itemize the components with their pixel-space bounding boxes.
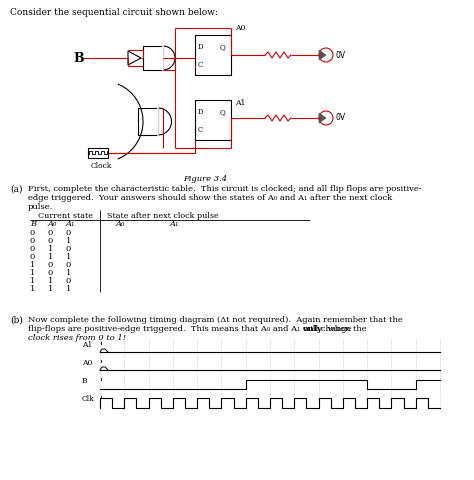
Text: C: C	[198, 61, 203, 69]
Text: State after next clock pulse: State after next clock pulse	[107, 212, 219, 220]
Text: 1: 1	[66, 269, 72, 277]
Text: 0: 0	[48, 237, 53, 245]
Text: pulse.: pulse.	[28, 203, 53, 211]
Text: 1: 1	[30, 285, 36, 293]
Text: Clock: Clock	[91, 162, 112, 170]
Text: A₁: A₁	[66, 220, 75, 228]
Text: 0V: 0V	[336, 113, 346, 122]
Text: 1: 1	[30, 261, 36, 269]
Bar	[88, 148, 108, 158]
Text: Q: Q	[220, 108, 226, 116]
Text: Q: Q	[220, 43, 226, 51]
Text: B: B	[73, 51, 83, 64]
Text: 1: 1	[48, 277, 54, 285]
Text: 0: 0	[66, 261, 71, 269]
Text: flip-flops are positive-edge triggered.  This means that A₀ and A₁ will change: flip-flops are positive-edge triggered. …	[28, 325, 354, 333]
Text: Consider the sequential circuit shown below:: Consider the sequential circuit shown be…	[10, 8, 218, 17]
Text: only: only	[303, 325, 323, 333]
Text: 0: 0	[30, 229, 35, 237]
Text: D: D	[198, 108, 203, 116]
Text: 1: 1	[66, 237, 72, 245]
Text: A1: A1	[82, 341, 92, 349]
Text: 0: 0	[48, 269, 53, 277]
Text: C: C	[198, 126, 203, 134]
Text: 0: 0	[48, 261, 53, 269]
Polygon shape	[319, 50, 326, 60]
Text: 0: 0	[66, 229, 71, 237]
Text: when the: when the	[325, 325, 366, 333]
Text: 0: 0	[30, 237, 35, 245]
Text: A₀: A₀	[116, 220, 126, 228]
Bar	[195, 35, 231, 75]
Text: A1: A1	[235, 99, 246, 107]
Text: A0: A0	[82, 359, 92, 367]
Text: 1: 1	[48, 285, 54, 293]
Text: 1: 1	[66, 253, 72, 261]
Text: 0: 0	[30, 245, 35, 253]
Text: Clk: Clk	[82, 395, 95, 403]
Text: 1: 1	[66, 285, 72, 293]
Text: 1: 1	[30, 269, 36, 277]
Text: 0: 0	[30, 253, 35, 261]
Polygon shape	[319, 113, 326, 123]
Text: A₁: A₁	[170, 220, 179, 228]
Bar	[138, 108, 158, 135]
Bar	[143, 46, 163, 70]
Text: 1: 1	[30, 277, 36, 285]
Text: A₀: A₀	[48, 220, 57, 228]
Text: 0: 0	[66, 245, 71, 253]
Text: edge triggered.  Your answers should show the states of A₀ and A₁ after the next: edge triggered. Your answers should show…	[28, 194, 392, 202]
Text: B: B	[82, 377, 88, 385]
Text: 0: 0	[48, 229, 53, 237]
Text: B: B	[30, 220, 36, 228]
Text: 0: 0	[66, 277, 71, 285]
Bar	[195, 100, 231, 140]
Text: (b): (b)	[10, 316, 23, 325]
Text: 1: 1	[48, 245, 54, 253]
Text: D: D	[198, 43, 203, 51]
Text: Now complete the following timing diagram (Δt not required).  Again remember tha: Now complete the following timing diagra…	[28, 316, 403, 324]
Text: Current state: Current state	[38, 212, 93, 220]
Text: A0: A0	[235, 24, 246, 32]
Text: First, complete the characteristic table.  This circuit is clocked; and all flip: First, complete the characteristic table…	[28, 185, 422, 193]
Text: (a): (a)	[10, 185, 22, 194]
Text: 0V: 0V	[336, 50, 346, 60]
Text: 1: 1	[48, 253, 54, 261]
Text: Figure 3.4: Figure 3.4	[183, 175, 227, 183]
Text: clock rises from 0 to 1!: clock rises from 0 to 1!	[28, 334, 126, 342]
